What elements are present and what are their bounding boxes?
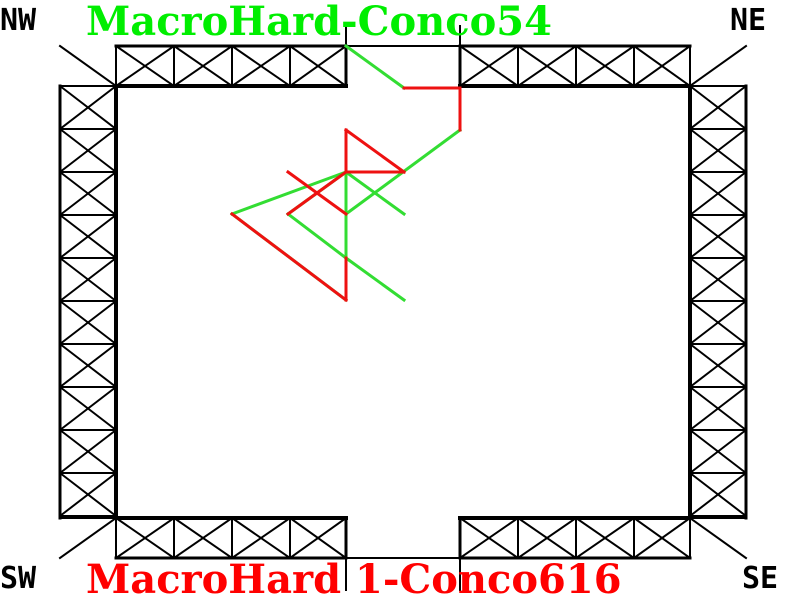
truss-brace: [230, 44, 292, 88]
truss-brace: [688, 385, 748, 432]
truss-brace: [688, 342, 748, 389]
truss-brace: [516, 44, 578, 88]
truss-brace: [58, 84, 118, 131]
truss-brace: [172, 516, 234, 560]
truss-brace: [58, 256, 118, 303]
corner-label-nw: NW: [0, 3, 37, 38]
truss-brace: [688, 213, 748, 260]
trail-segment-bottom: [285, 169, 349, 217]
truss-brace: [458, 516, 520, 560]
corner-diagonal: [58, 516, 118, 560]
truss-brace: [58, 471, 118, 518]
truss-brace: [688, 256, 748, 303]
corner-label-sw: SW: [0, 561, 37, 596]
truss-brace: [574, 516, 636, 560]
corner-diagonal: [688, 516, 748, 560]
truss-brace: [288, 516, 348, 560]
corner-label-se: SE: [742, 561, 779, 596]
truss-brace: [688, 471, 748, 518]
truss-brace: [688, 84, 748, 131]
truss-brace: [632, 44, 692, 88]
truss-brace: [114, 44, 176, 88]
truss-brace: [58, 127, 118, 174]
trail-segment-bottom: [343, 127, 407, 175]
truss-brace: [632, 516, 692, 560]
truss-brace: [688, 299, 748, 346]
trail-segment-top: [343, 43, 407, 91]
trail-segment-top: [343, 169, 407, 217]
truss-brace: [516, 516, 578, 560]
truss-brace: [458, 44, 520, 88]
trail-segment-top: [285, 211, 349, 261]
truss-brace: [58, 299, 118, 346]
truss-brace: [230, 516, 292, 560]
arena-walls: [58, 25, 748, 591]
corner-diagonal: [58, 44, 118, 88]
trail-segment-top: [343, 255, 407, 303]
truss-brace: [58, 213, 118, 260]
truss-brace: [688, 170, 748, 217]
truss-brace: [688, 127, 748, 174]
trail-segment-top: [230, 170, 348, 216]
truss-brace: [58, 385, 118, 432]
truss-brace: [58, 428, 118, 475]
truss-brace: [688, 428, 748, 475]
corner-diagonal: [688, 44, 748, 88]
corner-label-ne: NE: [730, 3, 767, 38]
truss-brace: [58, 342, 118, 389]
truss-brace: [114, 516, 176, 560]
truss-brace: [172, 44, 234, 88]
truss-brace: [574, 44, 636, 88]
player-name-bottom: MacroHard 1-Conco616: [86, 556, 622, 603]
truss-brace: [288, 44, 348, 88]
trail-segment-bottom: [229, 211, 349, 303]
player-name-top: MacroHard-Conco54: [86, 0, 552, 45]
player-trails: [229, 43, 463, 303]
truss-brace: [58, 170, 118, 217]
